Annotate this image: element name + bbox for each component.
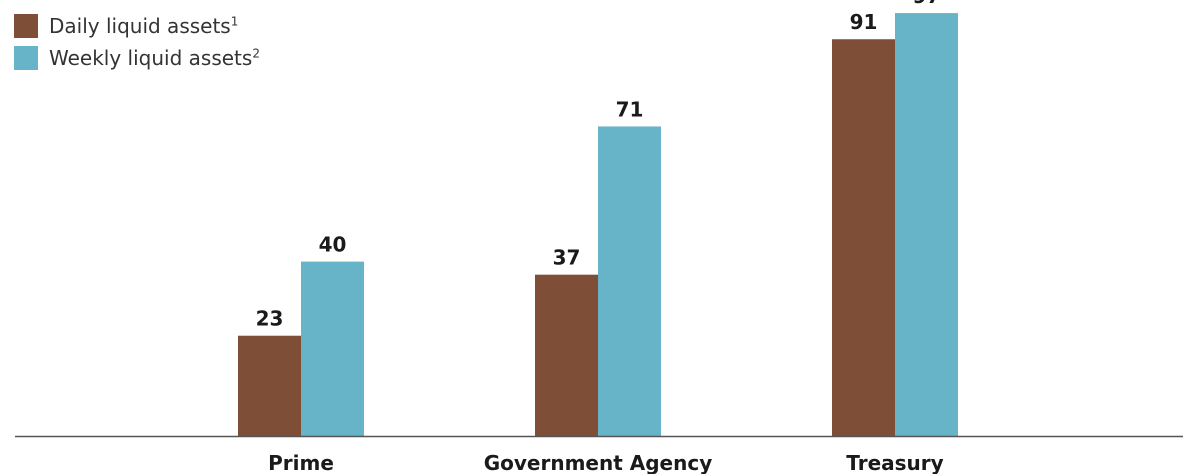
legend: Daily liquid assets1 Weekly liquid asset… bbox=[14, 13, 260, 77]
bar-prime-weekly bbox=[301, 261, 364, 436]
category-labels-group: Prime Government Agency Treasury bbox=[268, 451, 944, 474]
category-label-government-agency: Government Agency bbox=[484, 451, 713, 474]
bar-treasury-weekly bbox=[895, 13, 958, 437]
value-label-treasury-weekly: 97 bbox=[913, 0, 941, 8]
value-label-treasury-daily: 91 bbox=[850, 10, 878, 34]
legend-item-daily: Daily liquid assets1 bbox=[14, 13, 260, 39]
legend-swatch-weekly bbox=[14, 46, 38, 70]
value-label-prime-daily: 23 bbox=[256, 307, 284, 331]
legend-item-weekly: Weekly liquid assets2 bbox=[14, 45, 260, 71]
bars-group bbox=[238, 13, 958, 437]
bar-government-agency-daily bbox=[535, 274, 598, 436]
value-label-government-agency-weekly: 71 bbox=[616, 97, 644, 121]
bar-government-agency-weekly bbox=[598, 126, 661, 436]
value-label-government-agency-daily: 37 bbox=[553, 246, 581, 270]
bar-prime-daily bbox=[238, 335, 301, 436]
value-label-prime-weekly: 40 bbox=[319, 233, 347, 257]
category-label-prime: Prime bbox=[268, 451, 334, 474]
value-labels-group: 23 40 37 71 91 97 bbox=[256, 0, 941, 331]
legend-label-weekly: Weekly liquid assets2 bbox=[49, 46, 260, 70]
legend-label-daily: Daily liquid assets1 bbox=[49, 14, 239, 38]
bar-treasury-daily bbox=[832, 39, 895, 437]
legend-swatch-daily bbox=[14, 14, 38, 38]
category-label-treasury: Treasury bbox=[846, 451, 943, 474]
